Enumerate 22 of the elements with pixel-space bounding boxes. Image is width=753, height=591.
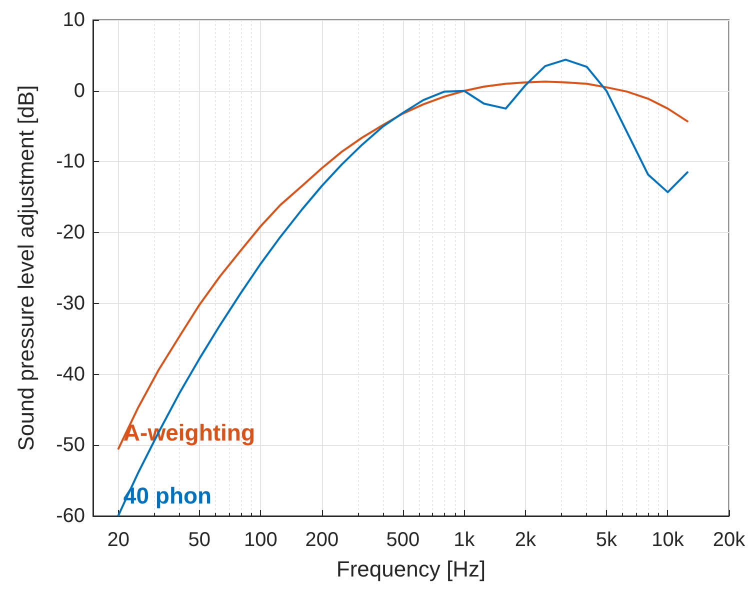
y-tick-label: -20 bbox=[56, 222, 85, 244]
x-tick-label: 100 bbox=[244, 529, 278, 551]
x-tick-label: 20 bbox=[107, 529, 130, 551]
y-tick-label: -40 bbox=[56, 363, 85, 386]
x-tick-label: 2k bbox=[514, 529, 538, 551]
x-tick-label: 1k bbox=[454, 529, 476, 551]
x-axis-title: Frequency [Hz] bbox=[336, 556, 486, 582]
x-tick-label: 10k bbox=[652, 529, 685, 551]
y-tick-label: 0 bbox=[74, 80, 85, 102]
x-tick-label: 50 bbox=[188, 529, 211, 551]
line-series bbox=[117, 80, 688, 450]
x-tick-label: 200 bbox=[305, 529, 339, 551]
y-tick-label: -30 bbox=[56, 292, 85, 314]
x-tick-label: 500 bbox=[386, 529, 420, 551]
y-tick-label: 10 bbox=[62, 9, 85, 31]
y-tick-label: -60 bbox=[56, 505, 85, 527]
y-tick-label: -10 bbox=[56, 150, 85, 173]
x-tick-label: 20k bbox=[712, 529, 746, 551]
x-tick-label: 5k bbox=[596, 529, 618, 551]
line-series bbox=[117, 58, 688, 516]
y-tick-label: -50 bbox=[56, 434, 85, 456]
y-axis-title: Sound pressure level adjustment [dB] bbox=[14, 85, 38, 451]
